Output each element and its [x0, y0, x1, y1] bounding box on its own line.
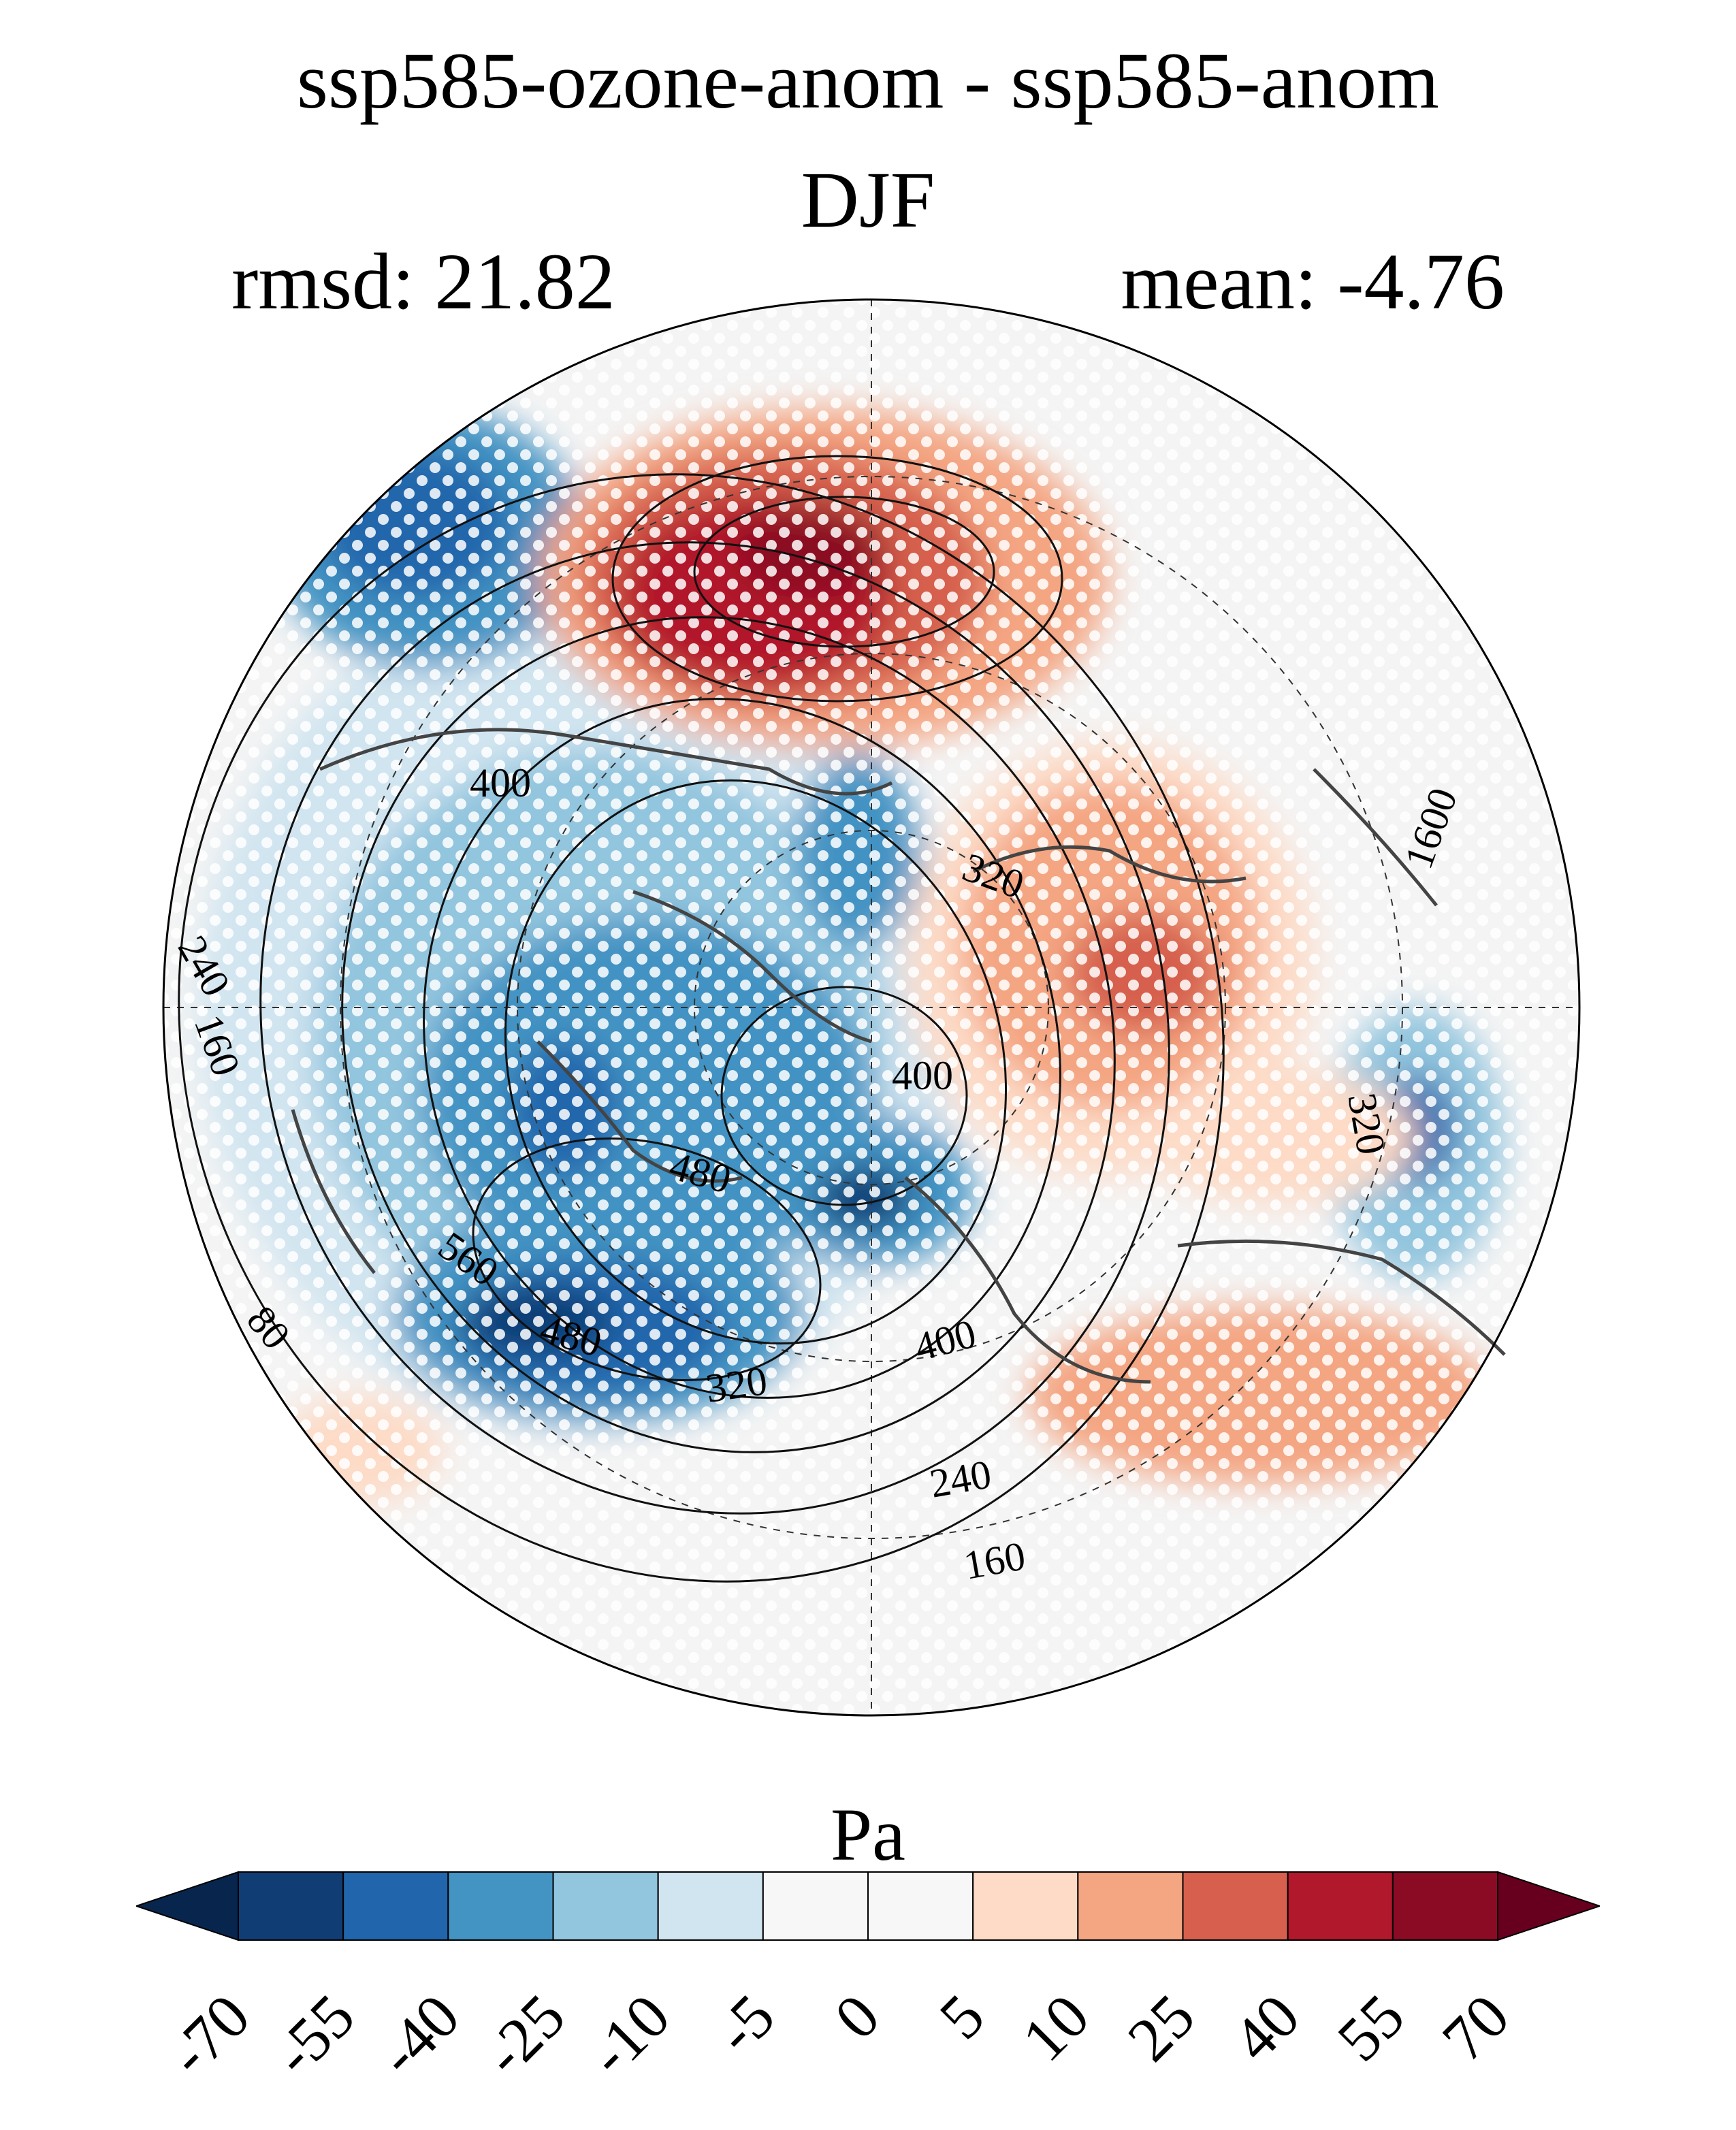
colorbar: [136, 1871, 1600, 1941]
mean-label: mean: -4.76: [1121, 237, 1505, 326]
contour-label: 160: [961, 1533, 1029, 1588]
colorbar-segment: [1182, 1871, 1289, 1941]
plot-title: ssp585-ozone-anom - ssp585-anom: [297, 36, 1439, 125]
colorbar-segment: [867, 1871, 974, 1941]
colorbar-unit: Pa: [831, 1793, 905, 1876]
season-label: DJF: [801, 155, 935, 244]
contour-label: 400: [892, 1053, 953, 1098]
colorbar-segment: [1287, 1871, 1394, 1941]
colorbar-tick-label: -25: [469, 1980, 578, 2089]
colorbar-segment: [972, 1871, 1079, 1941]
colorbar-tick-label: -10: [574, 1980, 683, 2089]
contour-label: 400: [470, 760, 531, 805]
graticule: [163, 300, 1579, 1715]
colorbar-tick-label: 5: [926, 1980, 998, 2052]
colorbar-extend-max: [1497, 1871, 1600, 1941]
colorbar-tick-label: -55: [259, 1980, 368, 2089]
colorbar-segment: [762, 1871, 869, 1941]
colorbar-tick-label: -40: [364, 1980, 473, 2089]
colorbar-tick-label: 70: [1428, 1980, 1523, 2075]
contour-label: 320: [703, 1358, 770, 1411]
colorbar-tick-label: 10: [1009, 1980, 1103, 2075]
contour-label: 320: [1339, 1090, 1394, 1158]
colorbar-segment: [552, 1871, 659, 1941]
colorbar-tick-label: 40: [1219, 1980, 1313, 2075]
colorbar-extend-min: [136, 1871, 239, 1941]
contour-label: 240: [927, 1451, 995, 1506]
colorbar-segment: [447, 1871, 554, 1941]
coastlines: [291, 728, 1506, 1384]
colorbar-segment: [657, 1871, 764, 1941]
colorbar-tick-label: 55: [1323, 1980, 1417, 2075]
colorbar-segment: [1392, 1871, 1499, 1941]
colorbar-tick-label: -70: [155, 1980, 263, 2089]
map-boundary: [162, 298, 1581, 1717]
colorbar-segment: [342, 1871, 449, 1941]
polar-map: 400 320 1600 240 160 320 400 480 560 80 …: [162, 298, 1581, 1717]
colorbar-tick-label: -5: [701, 1980, 788, 2067]
climatology-contours: [178, 455, 1225, 1583]
colorbar-segment: [1077, 1871, 1184, 1941]
colorbar-tick-label: 25: [1114, 1980, 1208, 2075]
rmsd-label: rmsd: 21.82: [231, 237, 615, 326]
colorbar-tick-label: 0: [821, 1980, 893, 2052]
colorbar-segment: [238, 1871, 344, 1941]
